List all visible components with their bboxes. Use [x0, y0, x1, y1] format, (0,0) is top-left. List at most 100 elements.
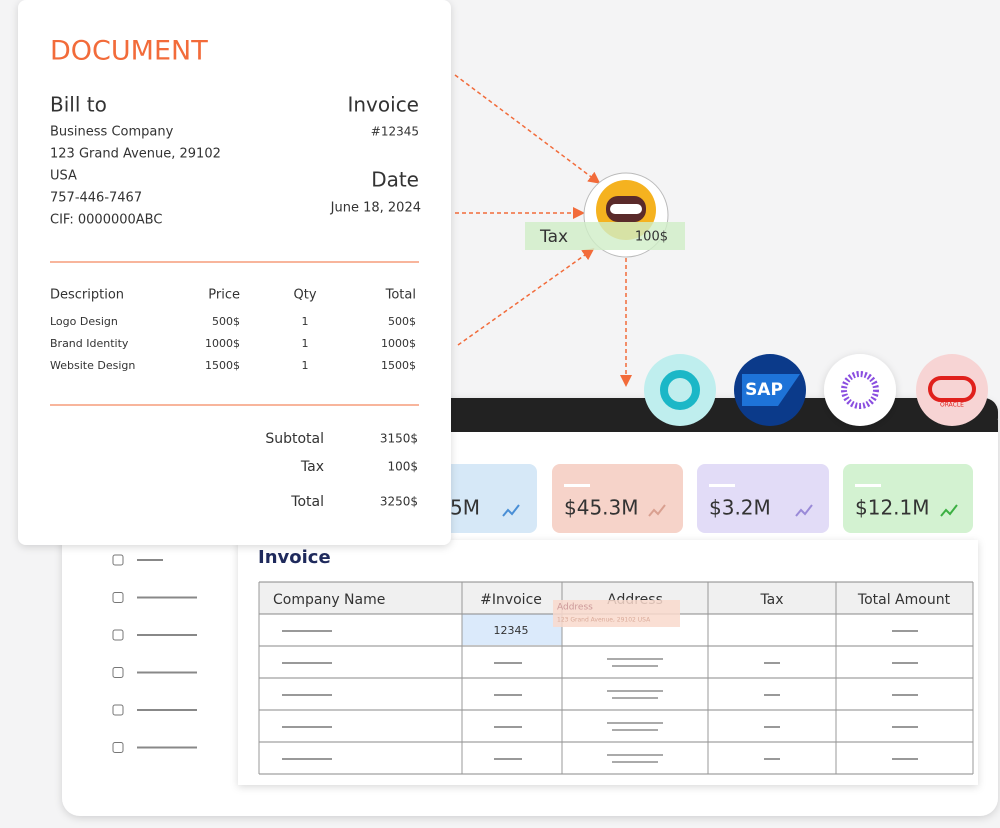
placeholder: [494, 694, 522, 696]
doc-table-cell: 1000$: [381, 337, 416, 350]
placeholder: [892, 694, 918, 696]
bill-to-line: 123 Grand Avenue, 29102: [50, 147, 221, 162]
total-label: Subtotal: [265, 431, 324, 447]
placeholder: [607, 722, 663, 724]
placeholder: [607, 658, 663, 660]
placeholder: [612, 665, 658, 667]
placeholder: [612, 729, 658, 731]
placeholder: [607, 754, 663, 756]
total-value: 3150$: [380, 432, 418, 446]
stat-value: $12.1M: [855, 496, 930, 520]
placeholder: [494, 726, 522, 728]
sidebar-icon: [112, 742, 124, 753]
logo-mark: [660, 370, 700, 410]
placeholder: [612, 761, 658, 763]
total-value: 100$: [387, 460, 418, 474]
placeholder: [764, 694, 780, 696]
placeholder: [282, 694, 332, 696]
sidebar: [112, 554, 197, 753]
doc-table-cell: 500$: [212, 315, 240, 328]
extraction-badge: [525, 222, 685, 250]
tooltip-label: Address: [557, 603, 593, 613]
sidebar-label: [137, 709, 197, 711]
placeholder: [282, 662, 332, 664]
stat-value: 5M: [450, 496, 480, 520]
address-tooltip: [553, 600, 680, 627]
placeholder: [607, 690, 663, 692]
trend-icon: [502, 504, 520, 517]
extraction-label: Tax: [539, 227, 568, 247]
trend-icon: [648, 504, 666, 517]
logo-mark: [841, 371, 879, 409]
total-label: Total: [290, 494, 324, 510]
table-header: #Invoice: [480, 592, 542, 608]
doc-table-header: Price: [208, 288, 240, 303]
total-value: 3250$: [380, 495, 418, 509]
placeholder: [612, 697, 658, 699]
stat-card: [843, 464, 973, 533]
document-card: [18, 0, 451, 545]
trend-icon: [940, 504, 958, 517]
bill-to-line: 757-446-7467: [50, 191, 142, 206]
placeholder: [892, 758, 918, 760]
doc-table-cell: 1: [302, 315, 309, 328]
logo: [916, 354, 988, 426]
logo: [644, 354, 716, 426]
logo-mark: [742, 374, 800, 406]
placeholder: [494, 662, 522, 664]
sidebar-label: [137, 559, 163, 561]
stat-label: [855, 484, 881, 487]
sidebar-label: [137, 596, 197, 599]
doc-table-cell: Brand Identity: [50, 337, 129, 350]
stat-value: $45.3M: [564, 496, 639, 520]
document-title: DOCUMENT: [50, 36, 208, 67]
bill-to-line: USA: [50, 169, 77, 184]
sidebar-label: [137, 634, 197, 636]
sidebar-icon: [112, 629, 124, 641]
doc-table-header: Total: [385, 288, 416, 303]
highlight-cell: [462, 614, 562, 645]
sidebar-icon: [112, 704, 124, 716]
sidebar-label: [137, 671, 197, 674]
table-header: Tax: [759, 592, 783, 608]
trend-icon: [795, 504, 813, 517]
placeholder: [282, 758, 332, 760]
logo-mark: [928, 376, 976, 402]
table-header: Total Amount: [857, 592, 951, 608]
sidebar-icon: [112, 667, 124, 678]
extraction-value: 100$: [635, 230, 668, 245]
invoice-label: Invoice: [347, 93, 419, 117]
table-header: Company Name: [273, 592, 385, 608]
placeholder: [892, 726, 918, 728]
doc-table-cell: 500$: [388, 315, 416, 328]
placeholder: [892, 662, 918, 664]
doc-table-cell: 1: [302, 337, 309, 350]
sidebar-label: [137, 746, 197, 749]
doc-table-cell: 1500$: [205, 359, 240, 372]
total-label: Tax: [300, 459, 324, 475]
stat-value: $3.2M: [709, 496, 771, 520]
invoice-panel: [238, 540, 978, 785]
logo-text: ORACLE: [940, 402, 964, 409]
placeholder: [494, 758, 522, 760]
placeholder: [892, 630, 918, 632]
logo: [824, 354, 896, 426]
date-value: June 18, 2024: [330, 201, 421, 216]
date-label: Date: [371, 168, 419, 192]
robot-visor: [610, 204, 642, 214]
doc-table-cell: 1500$: [381, 359, 416, 372]
placeholder: [282, 726, 332, 728]
doc-table-cell: 1: [302, 359, 309, 372]
logo-text: SAP: [745, 380, 783, 400]
placeholder: [764, 726, 780, 728]
doc-table-cell: Logo Design: [50, 315, 118, 328]
bill-to-line: CIF: 0000000ABC: [50, 213, 162, 228]
invoice-number: #12345: [371, 125, 419, 139]
doc-table-cell: 1000$: [205, 337, 240, 350]
stat-label: [709, 484, 735, 487]
tooltip-value: 123 Grand Avenue, 29102 USA: [557, 617, 651, 624]
document-body: Business Company 123 Grand Avenue, 29102 U…: [50, 125, 418, 511]
placeholder: [764, 758, 780, 760]
